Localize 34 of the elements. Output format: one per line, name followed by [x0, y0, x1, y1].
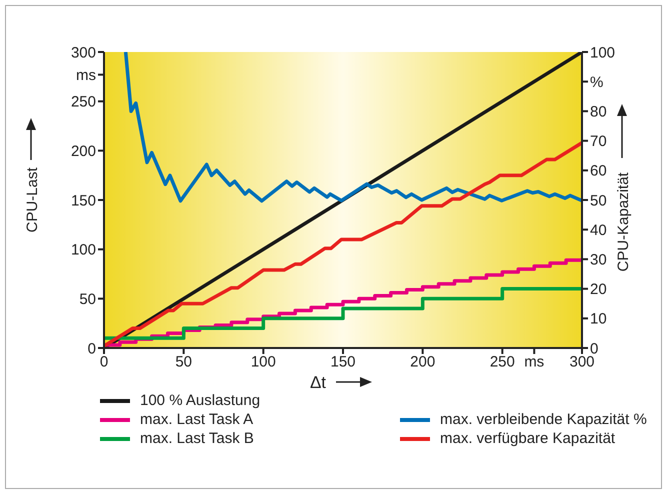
legend-label: max. Last Task B	[140, 430, 254, 447]
y2-tick-label: 10	[590, 310, 607, 328]
y-tick-label: 150	[70, 192, 96, 210]
x-tick-label: 0	[100, 354, 108, 371]
y-tick-label: 0	[88, 340, 96, 358]
x-tick-label: 50	[175, 354, 192, 371]
y2-tick-label: 30	[590, 252, 607, 269]
y-axis-title: CPU-Last	[24, 166, 41, 233]
y2-tick-label: 40	[590, 222, 607, 239]
y2-tick-label: 20	[590, 281, 607, 298]
legend-label: max. verbleibende Kapazität %	[440, 411, 647, 428]
y2-tick-label: 80	[590, 104, 607, 121]
y-tick-label: ms	[76, 67, 96, 84]
x-tick-label: 100	[250, 354, 276, 371]
y-tick-label: 300	[70, 44, 96, 62]
x-tick-label: 200	[410, 354, 436, 371]
x-tick-label: ms	[524, 354, 544, 371]
y-tick-label: 50	[79, 290, 96, 308]
y2-tick-label: 60	[590, 162, 607, 180]
x-tick-label: 250	[490, 354, 515, 371]
legend-label: max. Last Task A	[140, 411, 254, 428]
legend-label: max. verfügbare Kapazität	[440, 430, 616, 447]
y2-tick-label: %	[590, 74, 604, 91]
y-tick-label: 100	[70, 242, 96, 259]
line-series	[124, 52, 582, 203]
y-tick-label: 250	[70, 94, 96, 111]
x-tick-label: 150	[330, 354, 356, 371]
y2-tick-label: 70	[590, 133, 607, 150]
y2-axis-title: CPU-Kapazität	[615, 172, 632, 272]
legend-label: 100 % Auslastung	[140, 392, 260, 409]
x-axis-title: Δt	[310, 373, 326, 392]
y2-tick-label: 100	[590, 44, 616, 62]
y-tick-label: 200	[70, 142, 96, 160]
y2-tick-label: 50	[590, 192, 607, 210]
